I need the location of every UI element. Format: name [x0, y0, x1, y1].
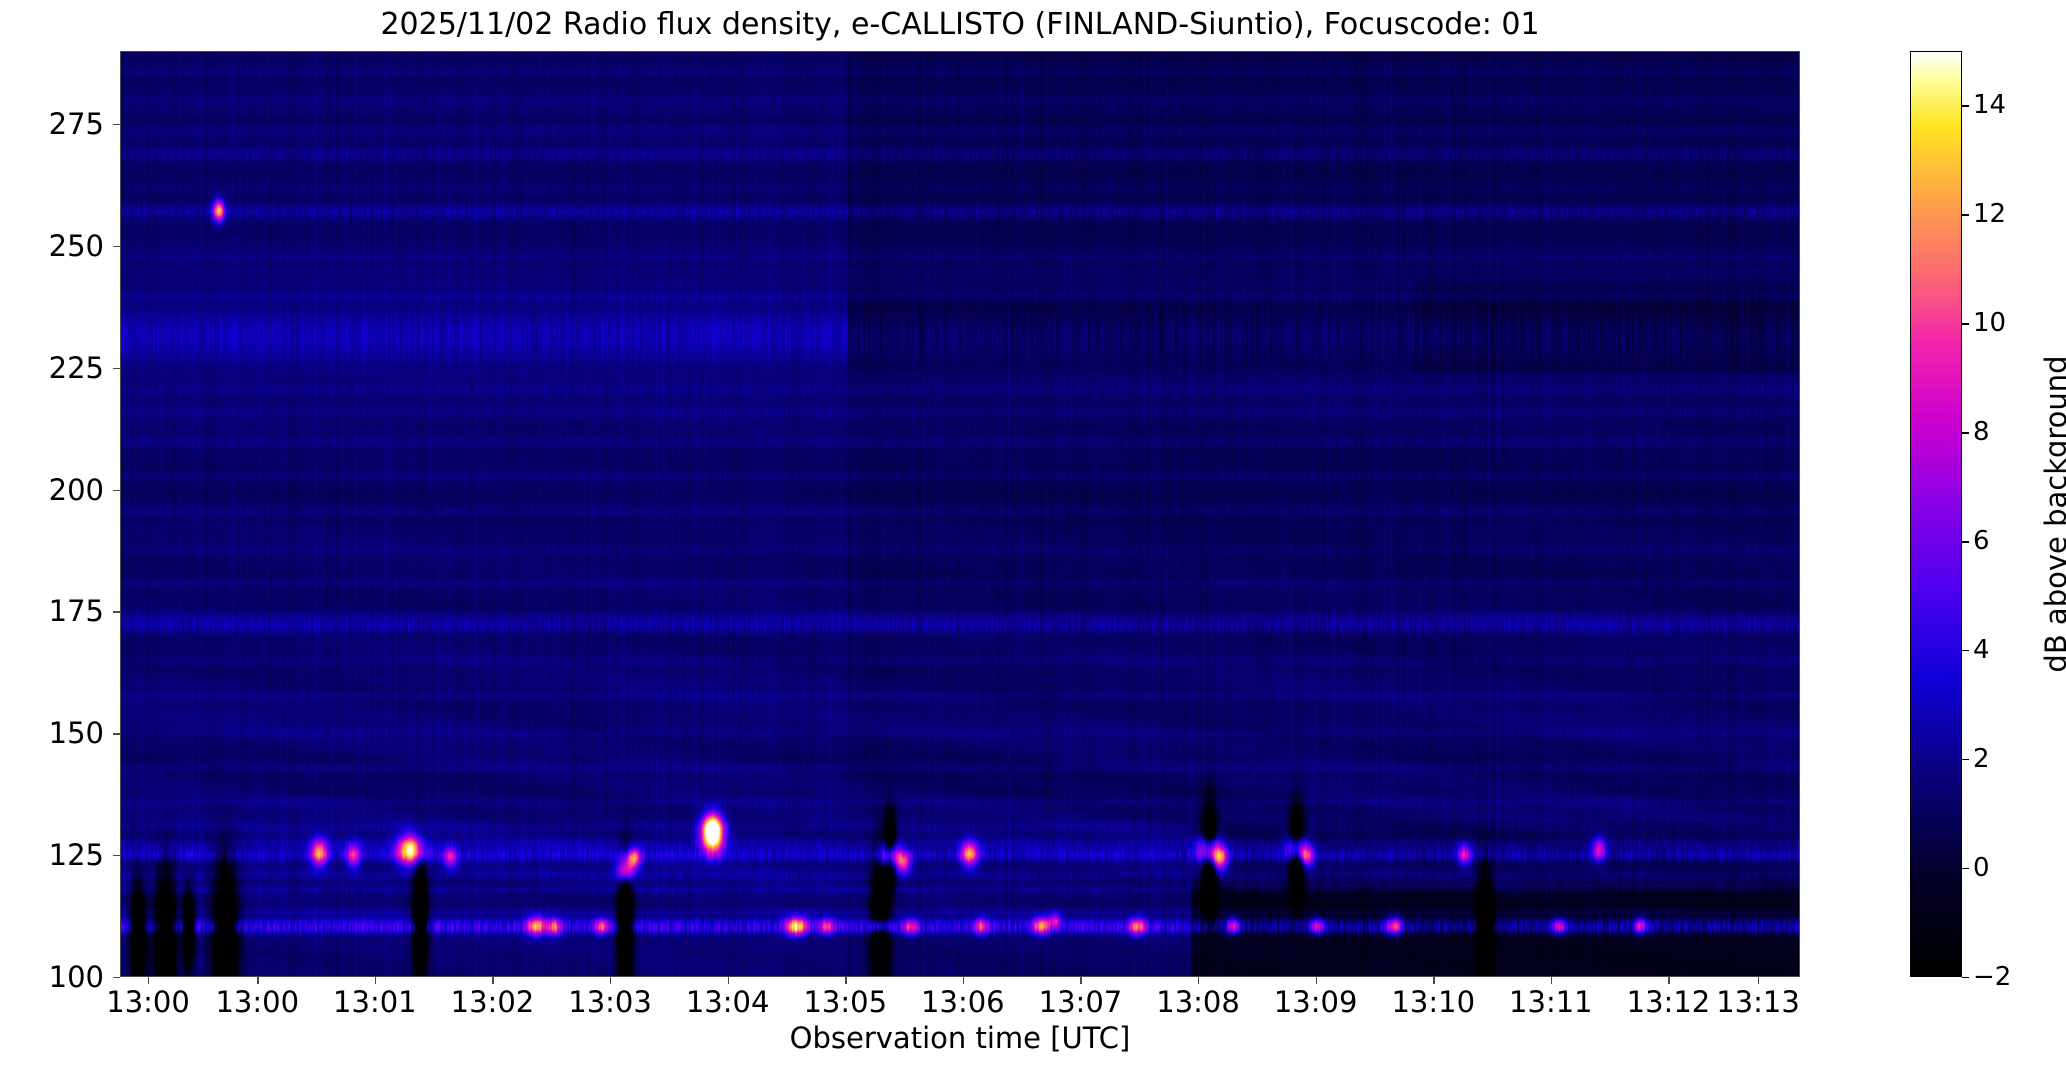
y-tick-mark: [113, 611, 120, 613]
colorbar-tick-label: 14: [1973, 90, 2007, 121]
x-tick-label: 13:01: [333, 985, 417, 1019]
x-tick-label: 13:00: [215, 985, 300, 1019]
colorbar-tick-mark: [1962, 541, 1969, 543]
x-tick-label: 13:08: [1156, 985, 1240, 1019]
x-tick-mark: [257, 977, 259, 984]
colorbar-tick-label: 0: [1973, 853, 1990, 884]
y-tick-label: 200: [48, 472, 104, 507]
spectrogram-image: [121, 52, 1799, 976]
y-tick-mark: [113, 367, 120, 370]
x-tick-mark: [1550, 977, 1553, 984]
y-tick-label: 150: [48, 716, 104, 751]
colorbar-tick-mark: [1962, 868, 1969, 870]
x-tick-label: 13:05: [803, 985, 888, 1019]
x-tick-label: 13:03: [568, 985, 652, 1019]
x-tick-mark: [492, 977, 494, 984]
colorbar-tick-mark: [1962, 105, 1969, 107]
x-tick-label: 13:00: [106, 985, 190, 1019]
x-tick-mark: [962, 977, 965, 984]
colorbar-tick-label: 4: [1973, 635, 1990, 666]
page-title: 2025/11/02 Radio flux density, e-CALLIST…: [380, 7, 1540, 42]
x-tick-label: 13:06: [921, 985, 1005, 1019]
y-tick-mark: [113, 977, 120, 979]
x-tick-label: 13:04: [685, 985, 770, 1019]
colorbar-gradient: [1911, 52, 1961, 976]
colorbar-tick-mark: [1962, 323, 1969, 325]
x-tick-mark: [1758, 977, 1760, 984]
x-tick-mark: [1668, 977, 1670, 984]
colorbar-tick-label: 10: [1973, 308, 2007, 339]
y-tick-label: 225: [48, 350, 104, 385]
colorbar-tick-label: 6: [1973, 526, 1990, 557]
x-tick-label: 13:02: [450, 985, 535, 1019]
y-tick-mark: [113, 124, 120, 126]
x-tick-mark: [727, 977, 729, 984]
y-tick-label: 275: [48, 107, 104, 142]
x-tick-mark: [1080, 977, 1082, 984]
spectrogram-axes[interactable]: [120, 51, 1800, 977]
x-tick-mark: [1433, 977, 1435, 984]
x-tick-label: 13:12: [1626, 985, 1711, 1019]
x-tick-mark: [1315, 977, 1317, 984]
colorbar-tick-mark: [1962, 759, 1969, 761]
x-tick-mark: [1198, 977, 1200, 984]
colorbar-tick-label: 8: [1973, 417, 1990, 448]
x-tick-mark: [148, 977, 150, 984]
colorbar-tick-label: −2: [1973, 962, 2012, 992]
y-tick-mark: [113, 245, 120, 248]
y-tick-label: 125: [48, 838, 104, 873]
y-tick-mark: [113, 733, 120, 735]
colorbar-tick-label: 12: [1973, 199, 2007, 230]
x-tick-mark: [374, 977, 377, 984]
x-tick-label: 13:07: [1038, 985, 1123, 1019]
colorbar-tick-mark: [1962, 432, 1969, 434]
colorbar-tick-mark: [1962, 650, 1969, 652]
x-axis-label: Observation time [UTC]: [789, 1021, 1131, 1055]
x-tick-mark: [845, 977, 847, 984]
colorbar-label: dB above background: [2039, 355, 2066, 673]
x-tick-label: 13:09: [1273, 985, 1358, 1019]
colorbar[interactable]: [1910, 51, 1962, 977]
y-tick-mark: [113, 489, 120, 491]
y-tick-mark: [113, 855, 120, 857]
colorbar-tick-mark: [1962, 214, 1969, 216]
y-tick-label: 175: [48, 594, 104, 629]
colorbar-tick-mark: [1962, 977, 1969, 979]
x-tick-label: 13:13: [1716, 985, 1800, 1019]
colorbar-tick-label: 2: [1973, 744, 1990, 775]
y-tick-label: 250: [48, 228, 104, 263]
y-tick-label: 100: [48, 960, 104, 994]
x-tick-label: 13:11: [1509, 985, 1593, 1019]
x-tick-mark: [610, 977, 612, 984]
x-tick-label: 13:10: [1391, 985, 1476, 1019]
